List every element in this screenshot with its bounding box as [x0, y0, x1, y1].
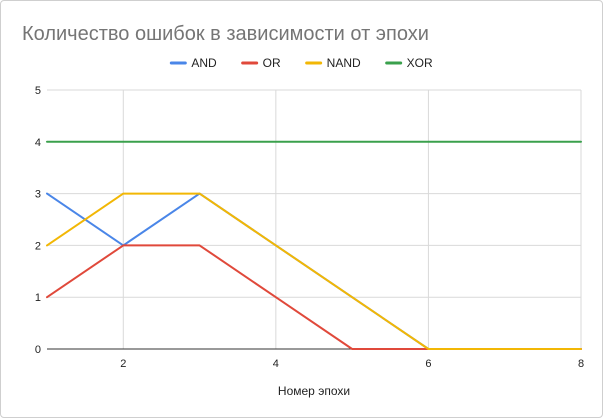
- y-tick-label-1: 1: [35, 292, 41, 304]
- y-tick-label-5: 5: [35, 85, 41, 97]
- legend-item-and: AND: [169, 56, 217, 70]
- y-tick-label-4: 4: [35, 137, 41, 149]
- y-tick-label-0: 0: [35, 344, 41, 356]
- legend-label-and: AND: [191, 56, 217, 70]
- gridlines: [47, 89, 582, 350]
- series-line-nand: [46, 192, 582, 350]
- x-tick-label-8: 8: [578, 358, 584, 370]
- tick-labels: 0 1 2 3 4 5 2 4 6 8: [35, 85, 584, 370]
- legend-label-nand: NAND: [327, 56, 361, 70]
- legend-label-or: OR: [263, 56, 281, 70]
- x-axis-label: Номер эпохи: [278, 384, 350, 398]
- legend-item-or: OR: [241, 56, 281, 70]
- series-lines: [46, 140, 582, 350]
- legend-item-xor: XOR: [385, 56, 433, 70]
- y-tick-label-2: 2: [35, 240, 41, 252]
- legend-label-xor: XOR: [407, 56, 433, 70]
- y-tick-label-3: 3: [35, 189, 41, 201]
- x-tick-label-6: 6: [425, 358, 431, 370]
- legend-item-nand: NAND: [305, 56, 361, 70]
- legend: AND OR NAND XOR: [169, 56, 433, 70]
- x-tick-label-4: 4: [273, 358, 279, 370]
- chart-title: Количество ошибок в зависимости от эпохи: [22, 23, 429, 45]
- x-tick-label-2: 2: [120, 358, 126, 370]
